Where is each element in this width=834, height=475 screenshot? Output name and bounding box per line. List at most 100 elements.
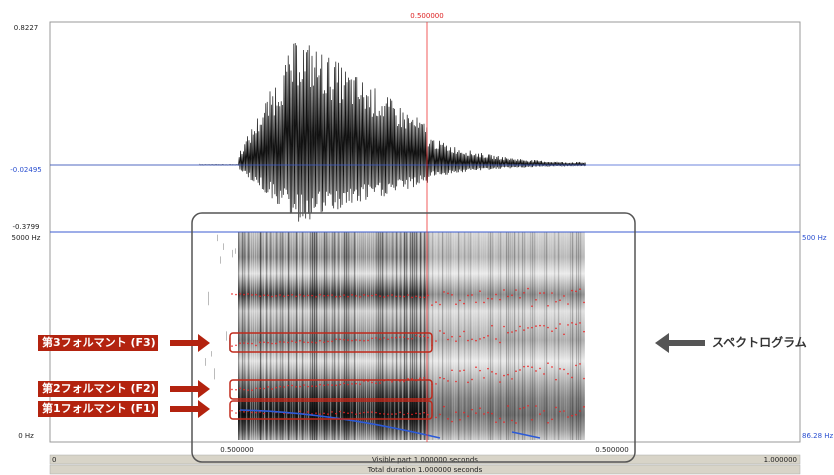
formant-dot xyxy=(371,411,373,413)
striation xyxy=(298,232,299,440)
formant-dot xyxy=(255,412,257,414)
formant-dot xyxy=(439,414,441,416)
formant-dot xyxy=(491,413,493,415)
formant-dot xyxy=(287,295,289,297)
formant-dot xyxy=(427,414,429,416)
formant-dot xyxy=(475,340,477,342)
striation xyxy=(444,232,445,440)
striation xyxy=(394,232,395,440)
striation xyxy=(244,232,245,440)
formant-dot xyxy=(571,322,573,324)
striation xyxy=(306,232,307,440)
striation xyxy=(256,232,257,440)
striation xyxy=(284,232,285,440)
striation xyxy=(286,232,287,440)
striation xyxy=(290,232,291,440)
formant-dot xyxy=(439,304,441,306)
formant-dot xyxy=(491,325,493,327)
striation xyxy=(326,232,327,440)
striation xyxy=(470,232,471,440)
formant-dot xyxy=(515,289,517,291)
striation xyxy=(562,232,563,440)
formant-dot xyxy=(275,387,277,389)
formant-dot xyxy=(559,368,561,370)
striation xyxy=(240,232,241,440)
formant-dot xyxy=(359,412,361,414)
formant-dot xyxy=(259,295,261,297)
formant-dot xyxy=(339,384,341,386)
striation xyxy=(430,232,431,440)
formant-dot xyxy=(267,386,269,388)
formant-dot xyxy=(495,338,497,340)
striation xyxy=(474,232,475,440)
formant-dot xyxy=(323,384,325,386)
striation xyxy=(524,232,525,440)
striation xyxy=(530,232,531,440)
formant-dot xyxy=(295,386,297,388)
striation xyxy=(476,232,477,440)
formant-dot xyxy=(299,386,301,388)
formant-dot xyxy=(487,368,489,370)
formant-dot xyxy=(355,295,357,297)
formant-dot xyxy=(243,294,245,296)
formant-dot xyxy=(423,297,425,299)
formant-dot xyxy=(351,340,353,342)
formant-dot xyxy=(259,388,261,390)
formant-dot xyxy=(487,412,489,414)
striation xyxy=(494,232,495,440)
striation xyxy=(478,232,479,440)
formant-dot xyxy=(331,294,333,296)
formant-dot xyxy=(539,292,541,294)
formant-dot xyxy=(231,345,233,347)
striation xyxy=(456,232,457,440)
label-spectrogram: スペクトログラム xyxy=(712,335,807,350)
formant-dot xyxy=(339,411,341,413)
formant-dot xyxy=(379,382,381,384)
formant-dot xyxy=(563,369,565,371)
noise xyxy=(214,368,215,379)
striation xyxy=(462,232,463,440)
formant-dot xyxy=(583,331,585,333)
formant-dot xyxy=(443,332,445,334)
formant-dot xyxy=(507,332,509,334)
striation xyxy=(386,232,387,440)
striation xyxy=(576,232,577,440)
formant-dot xyxy=(235,344,237,346)
formant-dot xyxy=(251,412,253,414)
formant-dot xyxy=(371,382,373,384)
formant-dot xyxy=(395,337,397,339)
striation xyxy=(566,232,567,440)
spectrogram xyxy=(205,232,585,440)
selection-left: 0.500000 xyxy=(220,446,253,454)
formant-dot xyxy=(343,383,345,385)
formant-dot xyxy=(343,294,345,296)
formant-dot xyxy=(363,294,365,296)
formant-dot xyxy=(251,294,253,296)
formant-dot xyxy=(339,296,341,298)
formant-dot xyxy=(571,290,573,292)
formant-dot xyxy=(283,341,285,343)
striation xyxy=(438,232,439,440)
formant-dot xyxy=(295,341,297,343)
formant-dot xyxy=(535,299,537,301)
formant-dot xyxy=(523,366,525,368)
formant-dot xyxy=(475,412,477,414)
formant-dot xyxy=(263,294,265,296)
striation xyxy=(572,232,573,440)
formant-dot xyxy=(467,340,469,342)
formant-dot xyxy=(575,291,577,293)
formant-dot xyxy=(483,337,485,339)
striation xyxy=(458,232,459,440)
formant-dot xyxy=(547,327,549,329)
formant-dot xyxy=(543,373,545,375)
striation xyxy=(246,232,247,440)
formant-dot xyxy=(231,410,233,412)
striation xyxy=(336,232,337,440)
formant-dot xyxy=(375,294,377,296)
striation xyxy=(310,232,311,440)
formant-dot xyxy=(551,366,553,368)
striation xyxy=(468,232,469,440)
formant-dot xyxy=(415,296,417,298)
formant-dot xyxy=(555,301,557,303)
formant-dot xyxy=(423,412,425,414)
